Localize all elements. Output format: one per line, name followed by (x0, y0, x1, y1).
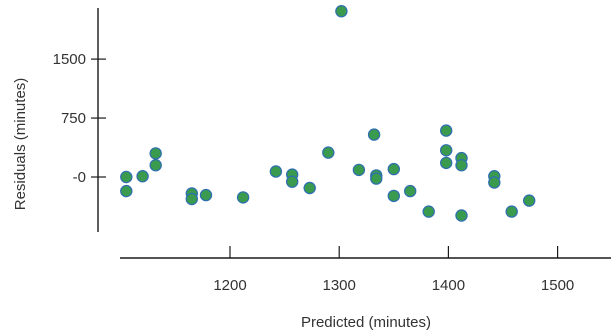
x-tick-label: 1200 (213, 277, 246, 294)
y-tick-label: -0 (73, 169, 86, 186)
data-point (387, 162, 400, 176)
data-point (370, 172, 383, 185)
data-point (136, 169, 149, 183)
data-point (387, 189, 400, 203)
data-point (440, 144, 453, 157)
data-point (523, 194, 536, 207)
data-points (120, 4, 536, 222)
data-point (488, 176, 501, 189)
data-point (404, 184, 417, 198)
y-tick-label: 750 (61, 110, 86, 127)
data-point (149, 147, 162, 160)
data-point (422, 205, 435, 218)
data-point (455, 158, 468, 172)
data-point (440, 124, 453, 137)
data-point (120, 170, 133, 184)
y-axis-title: Residuals (minutes) (12, 78, 29, 211)
data-point (120, 184, 133, 198)
data-point (286, 175, 299, 188)
y-tick-label: 1500 (53, 51, 86, 68)
x-axis-title: Predicted (minutes) (301, 314, 431, 331)
data-point (236, 191, 250, 204)
x-tick-label: 1400 (432, 277, 465, 294)
data-point (322, 146, 335, 159)
data-point (352, 163, 366, 177)
x-tick-label: 1300 (323, 277, 356, 294)
axes (97, 8, 611, 259)
data-point (440, 156, 453, 170)
data-point (505, 205, 518, 218)
y-axis-ticks: -0 750 1500 (53, 51, 106, 186)
data-point (335, 4, 348, 18)
data-point (455, 209, 468, 222)
data-point (367, 128, 381, 141)
data-point (149, 158, 162, 172)
x-axis-ticks: 1200 1300 1400 1500 (213, 246, 574, 294)
data-point (269, 165, 283, 178)
data-point (199, 188, 213, 202)
x-tick-label: 1500 (541, 277, 574, 294)
data-point (303, 181, 316, 195)
data-point (185, 192, 198, 206)
